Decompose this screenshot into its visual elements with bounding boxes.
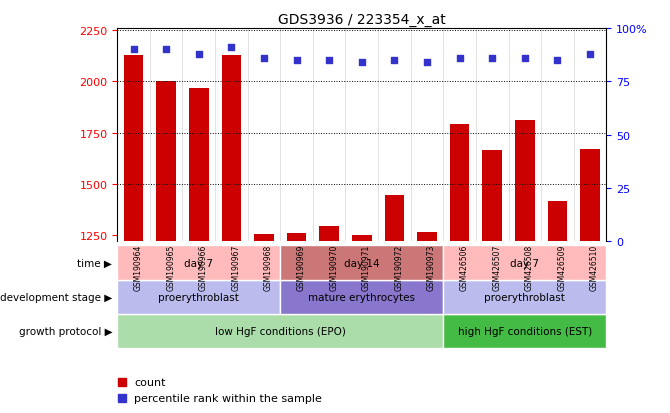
Point — [552, 57, 563, 64]
Bar — [515, 121, 535, 242]
Title: GDS3936 / 223354_x_at: GDS3936 / 223354_x_at — [278, 12, 446, 26]
Text: high HgF conditions (EST): high HgF conditions (EST) — [458, 326, 592, 337]
Text: low HgF conditions (EPO): low HgF conditions (EPO) — [215, 326, 346, 337]
Text: growth protocol ▶: growth protocol ▶ — [19, 326, 113, 337]
Point — [356, 59, 367, 66]
Bar — [254, 235, 274, 242]
Text: GSM426508: GSM426508 — [525, 244, 534, 290]
Bar — [117, 314, 444, 349]
Text: percentile rank within the sample: percentile rank within the sample — [135, 394, 322, 404]
Bar — [385, 196, 404, 242]
Text: GSM190971: GSM190971 — [362, 244, 371, 290]
Point — [128, 47, 139, 53]
Bar — [580, 150, 600, 242]
Bar — [444, 246, 606, 280]
Text: day 14: day 14 — [344, 258, 380, 268]
Text: GSM190969: GSM190969 — [297, 244, 306, 290]
Text: GSM190964: GSM190964 — [133, 244, 143, 290]
Point — [194, 51, 204, 58]
Text: day 7: day 7 — [511, 258, 539, 268]
Bar — [189, 89, 208, 242]
Bar — [352, 235, 372, 242]
Text: GSM190970: GSM190970 — [329, 244, 338, 290]
Bar — [156, 82, 176, 242]
Text: GSM426506: GSM426506 — [460, 244, 468, 290]
Point — [421, 59, 432, 66]
Text: GSM190967: GSM190967 — [231, 244, 241, 290]
Bar — [117, 246, 280, 280]
Point — [585, 51, 596, 58]
Point — [259, 55, 269, 62]
Bar — [444, 314, 606, 349]
Text: GSM190966: GSM190966 — [199, 244, 208, 290]
Bar — [124, 55, 143, 242]
Bar — [417, 233, 437, 242]
Bar — [320, 227, 339, 242]
Bar — [444, 280, 606, 314]
Bar — [547, 201, 567, 242]
Text: GSM190965: GSM190965 — [166, 244, 175, 290]
Point — [324, 57, 334, 64]
Text: day 7: day 7 — [184, 258, 213, 268]
Bar — [117, 280, 280, 314]
Point — [161, 47, 172, 53]
Point — [226, 45, 237, 51]
Bar — [482, 151, 502, 242]
Text: count: count — [135, 377, 166, 387]
Bar — [450, 125, 470, 242]
Point — [487, 55, 498, 62]
Text: GSM426510: GSM426510 — [590, 244, 599, 290]
Point — [519, 55, 530, 62]
Point — [291, 57, 302, 64]
Point — [389, 57, 400, 64]
Point — [454, 55, 465, 62]
Text: GSM190972: GSM190972 — [395, 244, 403, 290]
Text: GSM426507: GSM426507 — [492, 244, 501, 290]
Text: proerythroblast: proerythroblast — [484, 292, 565, 302]
Text: GSM190973: GSM190973 — [427, 244, 436, 290]
Bar — [280, 280, 444, 314]
Bar — [222, 55, 241, 242]
Text: development stage ▶: development stage ▶ — [0, 292, 113, 302]
Bar — [287, 234, 306, 242]
Text: mature erythrocytes: mature erythrocytes — [308, 292, 415, 302]
Text: GSM426509: GSM426509 — [557, 244, 566, 290]
Text: proerythroblast: proerythroblast — [158, 292, 239, 302]
Bar — [280, 246, 444, 280]
Text: time ▶: time ▶ — [78, 258, 113, 268]
Text: GSM190968: GSM190968 — [264, 244, 273, 290]
